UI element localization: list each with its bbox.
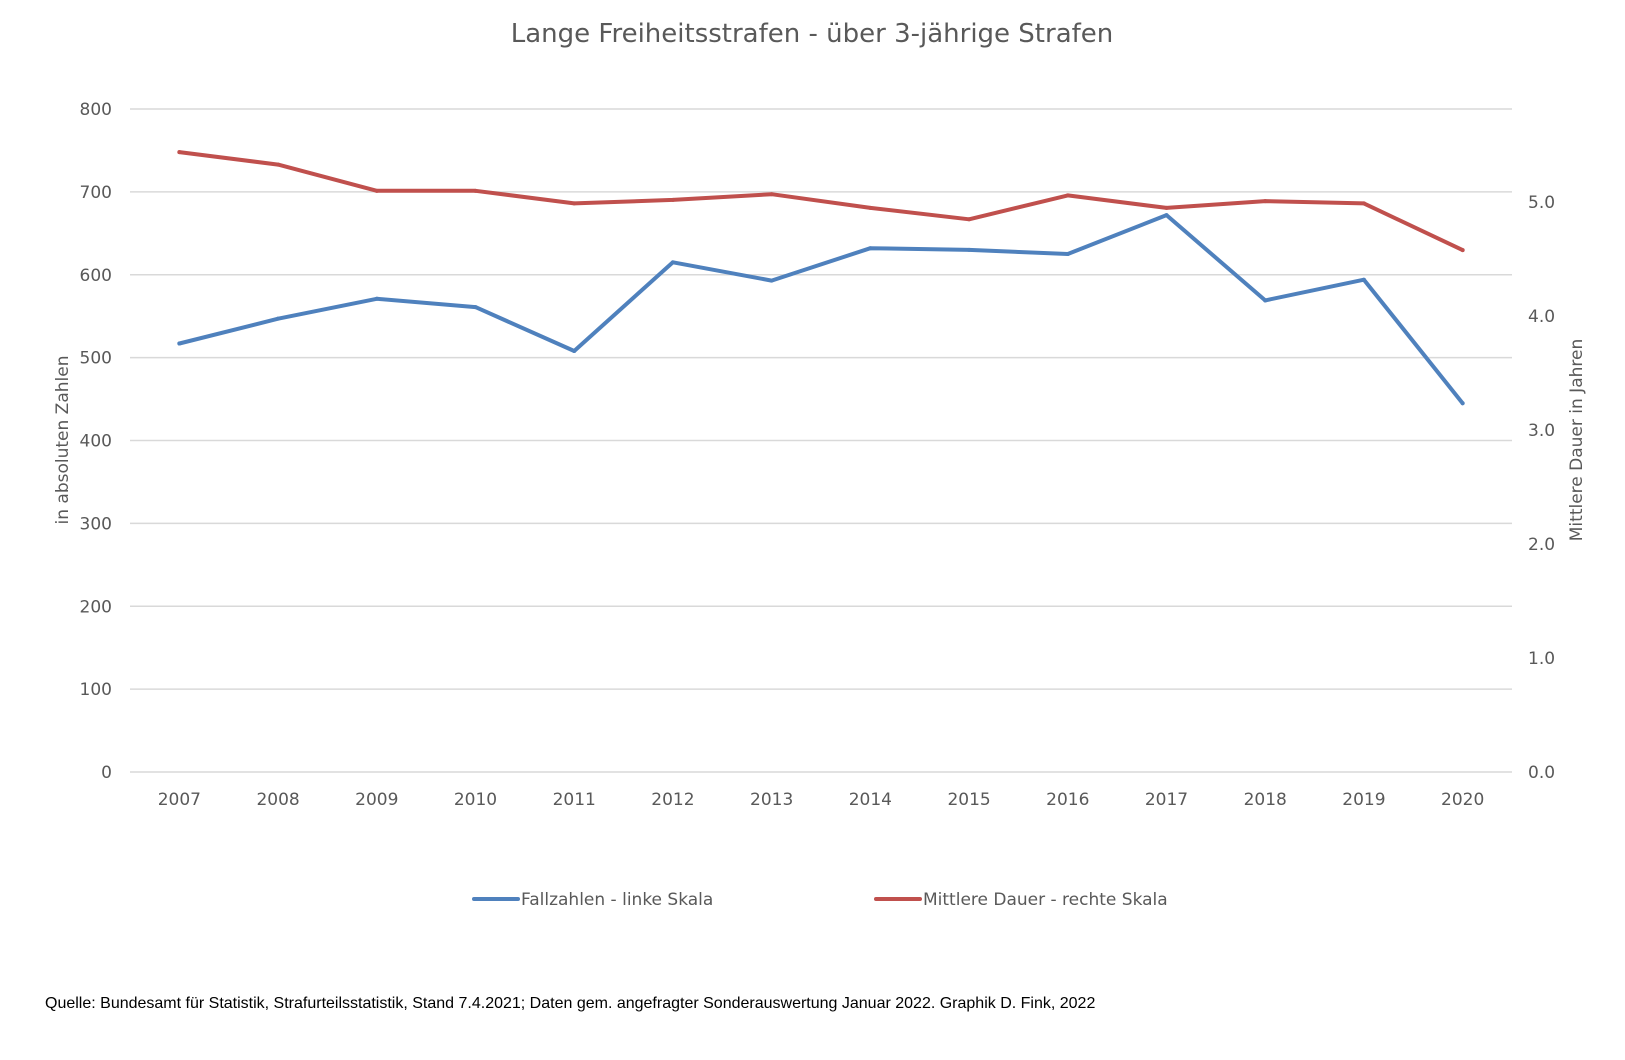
x-tick-label: 2007 <box>158 790 201 810</box>
data-point <box>1263 199 1268 204</box>
data-point <box>769 278 774 283</box>
x-tick-label: 2016 <box>1046 790 1089 810</box>
series-line-2 <box>177 150 1465 253</box>
data-point <box>967 247 972 252</box>
data-point <box>1164 213 1169 218</box>
left-tick-label: 600 <box>80 266 112 286</box>
legend-label: Fallzahlen - linke Skala <box>521 890 713 910</box>
x-tick-label: 2017 <box>1145 790 1188 810</box>
x-tick-label: 2015 <box>947 790 990 810</box>
right-tick-label: 1.0 <box>1528 649 1555 669</box>
left-tick-label: 300 <box>80 514 112 534</box>
data-point <box>1361 277 1366 282</box>
gridlines <box>130 108 1512 773</box>
x-tick-label: 2014 <box>849 790 892 810</box>
x-tick-label: 2008 <box>256 790 299 810</box>
right-tick-label: 4.0 <box>1528 307 1555 327</box>
series-line-1 <box>177 213 1465 406</box>
right-tick-label: 5.0 <box>1528 193 1555 213</box>
right-axis-ticks: 0.0 1.0 2.0 3.0 4.0 5.0 <box>1528 193 1555 783</box>
data-point <box>473 188 478 193</box>
left-tick-label: 100 <box>80 680 112 700</box>
data-point <box>967 217 972 222</box>
x-tick-label: 2013 <box>750 790 793 810</box>
data-point <box>374 296 379 301</box>
x-tick-label: 2012 <box>651 790 694 810</box>
x-tick-label: 2018 <box>1244 790 1287 810</box>
source-note: Quelle: Bundesamt für Statistik, Strafur… <box>45 995 1096 1012</box>
data-point <box>572 201 577 206</box>
data-point <box>1164 205 1169 210</box>
x-axis-ticks: 2007 2008 2009 2010 2011 2012 2013 2014 2015 2016… <box>158 790 1485 810</box>
data-point <box>670 260 675 265</box>
right-tick-label: 2.0 <box>1528 535 1555 555</box>
series-lines <box>177 150 1465 406</box>
legend-label: Mittlere Dauer - rechte Skala <box>923 890 1168 910</box>
chart-title: Lange Freiheitsstrafen - über 3-jährige … <box>511 19 1114 49</box>
legend: Fallzahlen - linke Skala Mittlere Dauer -… <box>472 890 1168 910</box>
data-point <box>1263 298 1268 303</box>
right-axis-title: Mittlere Dauer in Jahren <box>1567 339 1587 541</box>
data-point <box>1065 252 1070 257</box>
data-point <box>572 348 577 353</box>
left-tick-label: 500 <box>80 349 112 369</box>
left-tick-label: 400 <box>80 432 112 452</box>
data-point <box>276 316 281 321</box>
x-tick-label: 2019 <box>1342 790 1385 810</box>
data-point <box>868 205 873 210</box>
data-point <box>1065 193 1070 198</box>
x-tick-label: 2011 <box>553 790 596 810</box>
data-point <box>177 341 182 346</box>
data-point <box>473 305 478 310</box>
x-tick-label: 2009 <box>355 790 398 810</box>
right-tick-label: 0.0 <box>1528 763 1555 783</box>
data-point <box>374 188 379 193</box>
data-point <box>1460 248 1465 253</box>
left-tick-label: 0 <box>101 763 112 783</box>
data-point <box>1361 201 1366 206</box>
data-point <box>276 162 281 167</box>
left-tick-label: 800 <box>80 100 112 120</box>
x-tick-label: 2020 <box>1441 790 1484 810</box>
data-point <box>1460 401 1465 406</box>
left-tick-label: 200 <box>80 597 112 617</box>
left-tick-label: 700 <box>80 183 112 203</box>
data-point <box>769 192 774 197</box>
left-axis-title: in absoluten Zahlen <box>53 356 73 525</box>
left-axis-ticks: 0 100 200 300 400 500 600 700 800 <box>80 100 112 783</box>
data-point <box>868 246 873 251</box>
data-point <box>177 150 182 155</box>
x-tick-label: 2010 <box>454 790 497 810</box>
right-tick-label: 3.0 <box>1528 421 1555 441</box>
data-point <box>670 197 675 202</box>
